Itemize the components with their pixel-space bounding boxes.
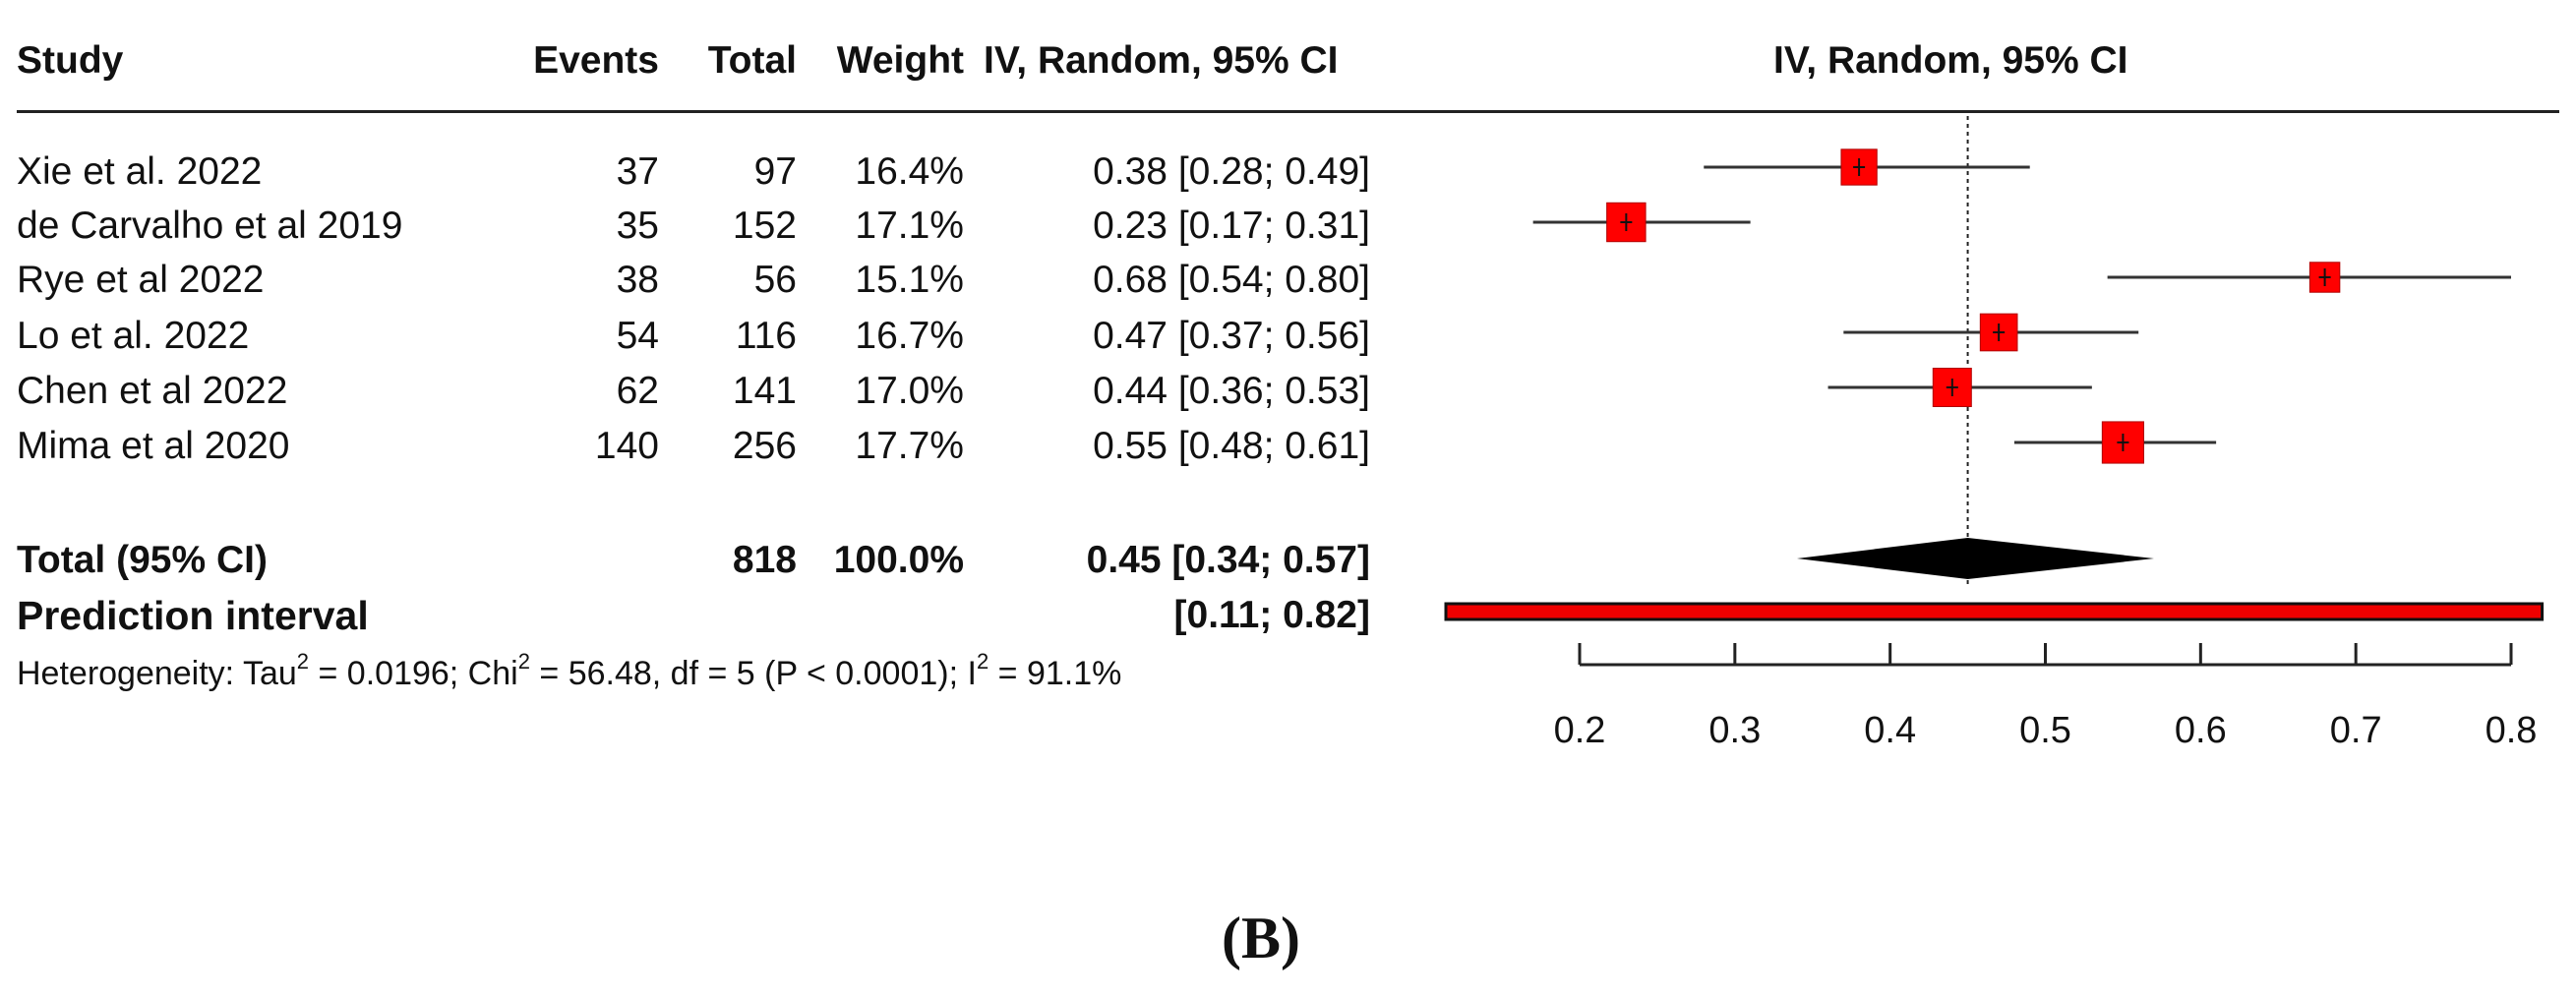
heterogeneity-text: Heterogeneity: Tau2 = 0.0196; Chi2 = 56.…: [17, 651, 1122, 692]
pooled-label: Total (95% CI): [17, 539, 268, 581]
study-name: Lo et al. 2022: [17, 315, 250, 357]
x-tick-label: 0.6: [2175, 710, 2227, 751]
study-events: 37: [616, 150, 659, 193]
prediction-label: Prediction interval: [17, 593, 369, 638]
study-total: 141: [732, 370, 797, 412]
study-ci: 0.23 [0.17; 0.31]: [1093, 205, 1370, 247]
figure-caption: (B): [1222, 906, 1300, 970]
col-header-events: Events: [533, 39, 659, 82]
x-tick-label: 0.3: [1708, 710, 1761, 751]
study-weight: 16.4%: [855, 150, 964, 193]
tau-sup: 2: [296, 649, 310, 674]
study-ci: 0.38 [0.28; 0.49]: [1093, 150, 1370, 193]
study-events: 35: [616, 205, 659, 247]
x-tick-label: 0.4: [1864, 710, 1916, 751]
prediction-bar: [1444, 602, 2545, 621]
study-weight: 17.0%: [855, 370, 964, 412]
study-name: Xie et al. 2022: [17, 150, 263, 193]
study-name: de Carvalho et al 2019: [17, 205, 403, 247]
study-ci: 0.68 [0.54; 0.80]: [1093, 259, 1370, 301]
pooled-ci: 0.45 [0.34; 0.57]: [1086, 539, 1370, 581]
x-tick-label: 0.8: [2486, 710, 2538, 751]
study-name: Chen et al 2022: [17, 370, 288, 412]
study-events: 38: [616, 259, 659, 301]
x-tick-label: 0.5: [2019, 710, 2071, 751]
x-tick-label: 0.2: [1554, 710, 1606, 751]
study-total: 256: [732, 425, 797, 467]
pooled-diamond: [1796, 538, 2154, 579]
study-total: 116: [735, 315, 797, 357]
x-tick-label: 0.7: [2330, 710, 2382, 751]
study-total: 152: [732, 205, 797, 247]
study-ci: 0.55 [0.48; 0.61]: [1093, 425, 1370, 467]
study-events: 54: [616, 315, 659, 357]
study-total: 97: [753, 150, 797, 193]
i-sup: 2: [976, 649, 989, 674]
study-ci: 0.44 [0.36; 0.53]: [1093, 370, 1370, 412]
study-weight: 15.1%: [855, 259, 964, 301]
chi-sup: 2: [517, 649, 530, 674]
col-header-weight: Weight: [836, 39, 964, 82]
study-weight: 17.7%: [855, 425, 964, 467]
study-name: Rye et al 2022: [17, 259, 265, 301]
study-events: 62: [616, 370, 659, 412]
heterogeneity-prefix: Heterogeneity: Tau: [17, 655, 297, 692]
heterogeneity-chi: = 56.48, df = 5 (P < 0.0001); I: [539, 655, 977, 692]
pooled-total: 818: [732, 539, 797, 581]
study-weight: 17.1%: [855, 205, 964, 247]
pooled-weight: 100.0%: [833, 539, 964, 581]
col-header-ci: IV, Random, 95% CI: [984, 39, 1339, 82]
heterogeneity-tau: = 0.0196; Chi: [318, 655, 518, 692]
col-header-study: Study: [17, 39, 124, 82]
study-events: 140: [594, 425, 659, 467]
prediction-ci: [0.11; 0.82]: [1173, 594, 1370, 636]
study-total: 56: [753, 259, 797, 301]
col-header-plot: IV, Random, 95% CI: [1773, 39, 2128, 82]
study-ci: 0.47 [0.37; 0.56]: [1093, 315, 1370, 357]
col-header-total: Total: [707, 39, 797, 82]
header-divider: [17, 110, 2559, 113]
study-weight: 16.7%: [855, 315, 964, 357]
study-name: Mima et al 2020: [17, 425, 290, 467]
heterogeneity-i2: = 91.1%: [997, 655, 1122, 692]
